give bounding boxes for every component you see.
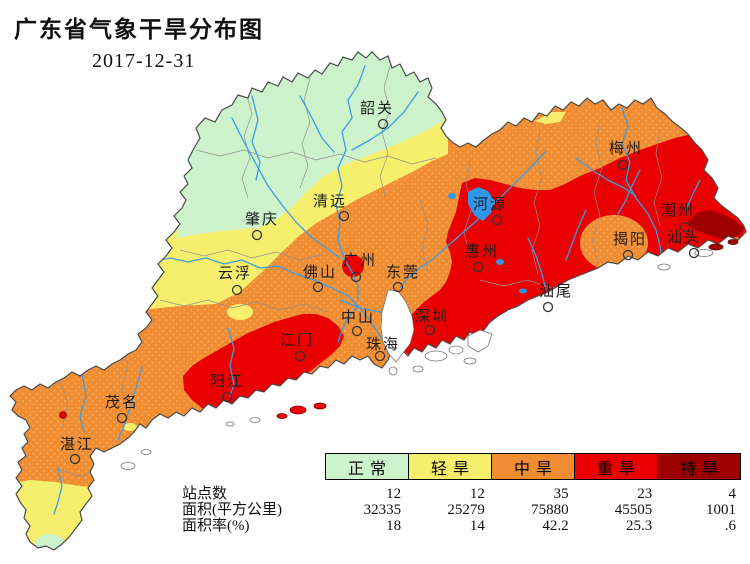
city-marker — [491, 214, 503, 226]
daya-bay — [467, 329, 493, 353]
city-marker — [377, 118, 389, 130]
city-marker — [542, 301, 554, 313]
islands-layer — [120, 239, 739, 470]
stats-row-1: 面积(平方公里) 32335 25279 75880 45505 1001 — [182, 502, 743, 518]
city-label: 茂名 — [105, 394, 139, 411]
stats-value: 14 — [469, 518, 485, 534]
zone-extreme-drought-east-tip — [688, 210, 744, 240]
reservoirs-layer — [448, 187, 527, 294]
stats-value: 1001 — [705, 502, 736, 518]
legend-item-4: 特旱 — [657, 453, 741, 480]
zone-light-drought-peninsula — [10, 480, 125, 550]
zone-light-drought-sliver — [535, 112, 566, 124]
stats-value: 32335 — [363, 502, 402, 518]
city-marker — [472, 261, 484, 273]
city-marker — [622, 249, 634, 261]
stats-value: 4 — [728, 486, 736, 502]
stats-row-0: 站点数 12 12 35 23 4 — [182, 486, 743, 502]
city-label: 广州 — [343, 252, 377, 269]
sea-layer — [380, 289, 493, 363]
stats-value: 23 — [637, 486, 653, 502]
stats-row-label: 面积率(%) — [182, 518, 250, 534]
city-marker — [312, 281, 324, 293]
city-label: 揭阳 — [613, 231, 647, 248]
stats-value: 18 — [386, 518, 402, 534]
city-label: 惠州 — [465, 243, 499, 260]
city-marker — [116, 412, 128, 424]
legend-item-1: 轻旱 — [408, 453, 492, 480]
city-label: 韶关 — [360, 100, 394, 117]
stats-value: .6 — [724, 518, 736, 534]
city-label: 云浮 — [218, 265, 252, 282]
stats-value: 35 — [553, 486, 569, 502]
zone-severe-drought-guangzhou-spot — [342, 255, 364, 277]
city-marker — [231, 284, 243, 296]
city-label: 佛山 — [303, 264, 337, 281]
city-label: 清远 — [313, 193, 347, 210]
city-label: 梅州 — [609, 140, 643, 157]
zone-severe-drought-southwest — [183, 314, 344, 412]
stats-value: 25.3 — [626, 518, 653, 534]
stats-value: 12 — [469, 486, 485, 502]
city-marker — [617, 159, 629, 171]
city-marker — [392, 281, 404, 293]
city-marker — [679, 221, 691, 233]
city-marker — [251, 229, 263, 241]
city-label: 东莞 — [386, 264, 420, 281]
station-dot-zhanjiang — [59, 411, 67, 419]
city-label: 深圳 — [415, 308, 449, 325]
drought-legend: 正常 轻旱 中旱 重旱 特旱 — [325, 453, 741, 480]
stats-row-2: 面积率(%) 18 14 42.2 25.3 .6 — [182, 518, 743, 534]
stats-value: 75880 — [531, 502, 569, 518]
zone-light-drought-spot-1 — [227, 304, 253, 320]
legend-item-3: 重旱 — [574, 453, 658, 480]
stats-row-label: 面积(平方公里) — [182, 502, 282, 518]
legend-item-2: 中旱 — [491, 453, 575, 480]
city-label: 潮州 — [661, 202, 695, 219]
city-label: 肇庆 — [245, 211, 279, 228]
city-label: 中山 — [341, 309, 375, 326]
city-label: 珠海 — [366, 336, 400, 353]
city-marker — [221, 391, 233, 403]
city-label: 汕头 — [667, 229, 701, 246]
legend-item-0: 正常 — [325, 453, 409, 480]
city-marker — [351, 325, 363, 337]
city-label: 河源 — [473, 196, 507, 213]
city-marker — [294, 350, 306, 362]
city-marker — [688, 247, 700, 259]
city-label: 湛江 — [60, 436, 94, 453]
stats-value: 25279 — [447, 502, 485, 518]
rivers-layer — [53, 65, 701, 515]
city-label: 江门 — [280, 332, 314, 349]
province-outline — [9, 51, 747, 551]
zone-light-drought-spot-2 — [123, 423, 137, 431]
city-marker — [69, 453, 81, 465]
city-marker — [338, 210, 350, 222]
city-marker — [374, 350, 386, 362]
stats-row-label: 站点数 — [182, 486, 228, 502]
city-label: 汕尾 — [539, 283, 573, 300]
stats-value: 45505 — [614, 502, 653, 518]
stats-value: 12 — [386, 486, 402, 502]
city-marker — [424, 324, 436, 336]
stats-value: 42.2 — [542, 518, 569, 534]
drought-stats-table: 站点数 12 12 35 23 4 面积(平方公里) 32335 25279 75880 45505… — [182, 486, 743, 534]
map-date: 2017-12-31 — [92, 50, 196, 72]
zone-normal-peninsula-tip — [35, 534, 65, 550]
city-marker — [350, 271, 362, 283]
page-title: 广东省气象干旱分布图 — [14, 17, 264, 42]
pearl-river-estuary — [380, 289, 415, 363]
city-label: 阳江 — [210, 373, 244, 390]
